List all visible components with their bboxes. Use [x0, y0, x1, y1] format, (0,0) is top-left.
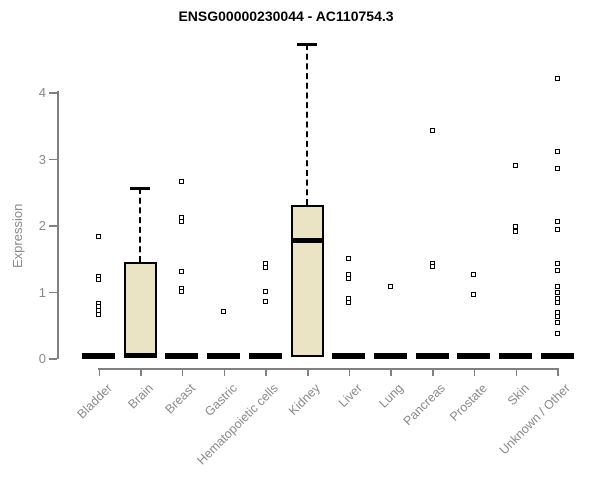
outlier-point [387, 283, 393, 289]
x-tick [557, 368, 559, 376]
zero-bar [248, 353, 282, 359]
outlier-point [471, 292, 477, 298]
x-category-label: Liver [335, 381, 365, 411]
x-category-label: Bladder [74, 381, 115, 422]
x-tick [515, 368, 517, 376]
outlier-point [513, 224, 518, 230]
outlier-point [513, 229, 518, 235]
x-tick [348, 368, 351, 376]
x-category-label: Skin [504, 381, 532, 409]
outlier-point [346, 295, 352, 301]
outlier-point [346, 255, 352, 261]
x-tick [390, 368, 392, 376]
outlier-point [179, 269, 185, 275]
y-tick-label: 0 [38, 351, 46, 366]
median-line [123, 352, 157, 358]
outlier-point [96, 234, 101, 240]
outlier-point [262, 265, 268, 271]
x-tick [98, 368, 100, 376]
outlier-point [554, 149, 560, 155]
outlier-point [554, 320, 560, 326]
outlier-point [471, 272, 477, 278]
outlier-point [429, 128, 435, 134]
outlier-point [554, 165, 560, 171]
outlier-point [179, 218, 185, 224]
zero-bar [415, 353, 449, 359]
y-tick-label: 1 [38, 284, 46, 300]
outlier-point [554, 267, 560, 273]
outlier-point [554, 227, 560, 233]
outlier-point [554, 300, 560, 306]
outlier-point [346, 300, 352, 306]
x-tick [432, 368, 434, 376]
x-category-label: Brain [125, 381, 157, 412]
zero-bar [540, 353, 574, 359]
x-tick [140, 368, 142, 376]
outlier-point [554, 283, 560, 289]
whisker-cap [130, 187, 151, 191]
outlier-point [554, 219, 560, 225]
x-category-label: Gastric [201, 381, 240, 419]
y-tick [49, 92, 57, 94]
zero-bar [457, 353, 491, 359]
outlier-point [554, 313, 560, 319]
outlier-point [554, 330, 560, 336]
outlier-point [554, 295, 560, 301]
outlier-point [554, 76, 560, 82]
y-tick [49, 291, 57, 293]
zero-bar [499, 353, 532, 359]
whisker [306, 44, 308, 206]
outlier-point [513, 162, 518, 168]
outlier-point [346, 275, 352, 281]
zero-bar [207, 353, 241, 359]
outlier-point [179, 179, 185, 185]
outlier-point [554, 261, 560, 267]
x-category-label: Kidney [285, 381, 323, 418]
zero-bar [82, 353, 115, 359]
x-tick [265, 368, 267, 376]
chart-title: ENSG00000230044 - AC110754.3 [178, 8, 394, 24]
x-tick [181, 368, 184, 376]
outlier-point [262, 298, 268, 304]
x-category-label: Lung [376, 381, 407, 411]
whisker [139, 188, 142, 262]
x-category-label: Hematopoietic cells [194, 381, 282, 468]
box [123, 261, 157, 357]
y-tick [49, 158, 57, 160]
y-axis-line [57, 91, 59, 359]
outlier-point [96, 277, 101, 283]
outlier-point [429, 263, 435, 269]
outlier-point [221, 308, 227, 314]
y-tick-label: 2 [38, 218, 46, 233]
median-line [290, 237, 324, 243]
x-axis-line [98, 368, 558, 370]
zero-bar [373, 353, 407, 359]
x-tick [307, 368, 309, 376]
y-tick [49, 358, 57, 360]
x-category-label: Breast [162, 381, 198, 417]
y-tick-label: 4 [38, 85, 46, 100]
y-tick [49, 225, 57, 227]
y-tick-label: 3 [38, 151, 46, 167]
outlier-point [179, 289, 185, 294]
x-tick [473, 368, 476, 376]
whisker-cap [297, 43, 317, 47]
outlier-point [554, 290, 560, 296]
x-tick [223, 368, 226, 376]
outlier-point [262, 289, 268, 294]
box [290, 205, 324, 357]
zero-bar [165, 353, 199, 359]
zero-bar [332, 353, 366, 359]
x-category-label: Unknown / Other [496, 381, 574, 458]
x-category-label: Pancreas [400, 381, 448, 429]
outlier-point [96, 311, 101, 317]
x-category-label: Prostate [446, 381, 490, 424]
